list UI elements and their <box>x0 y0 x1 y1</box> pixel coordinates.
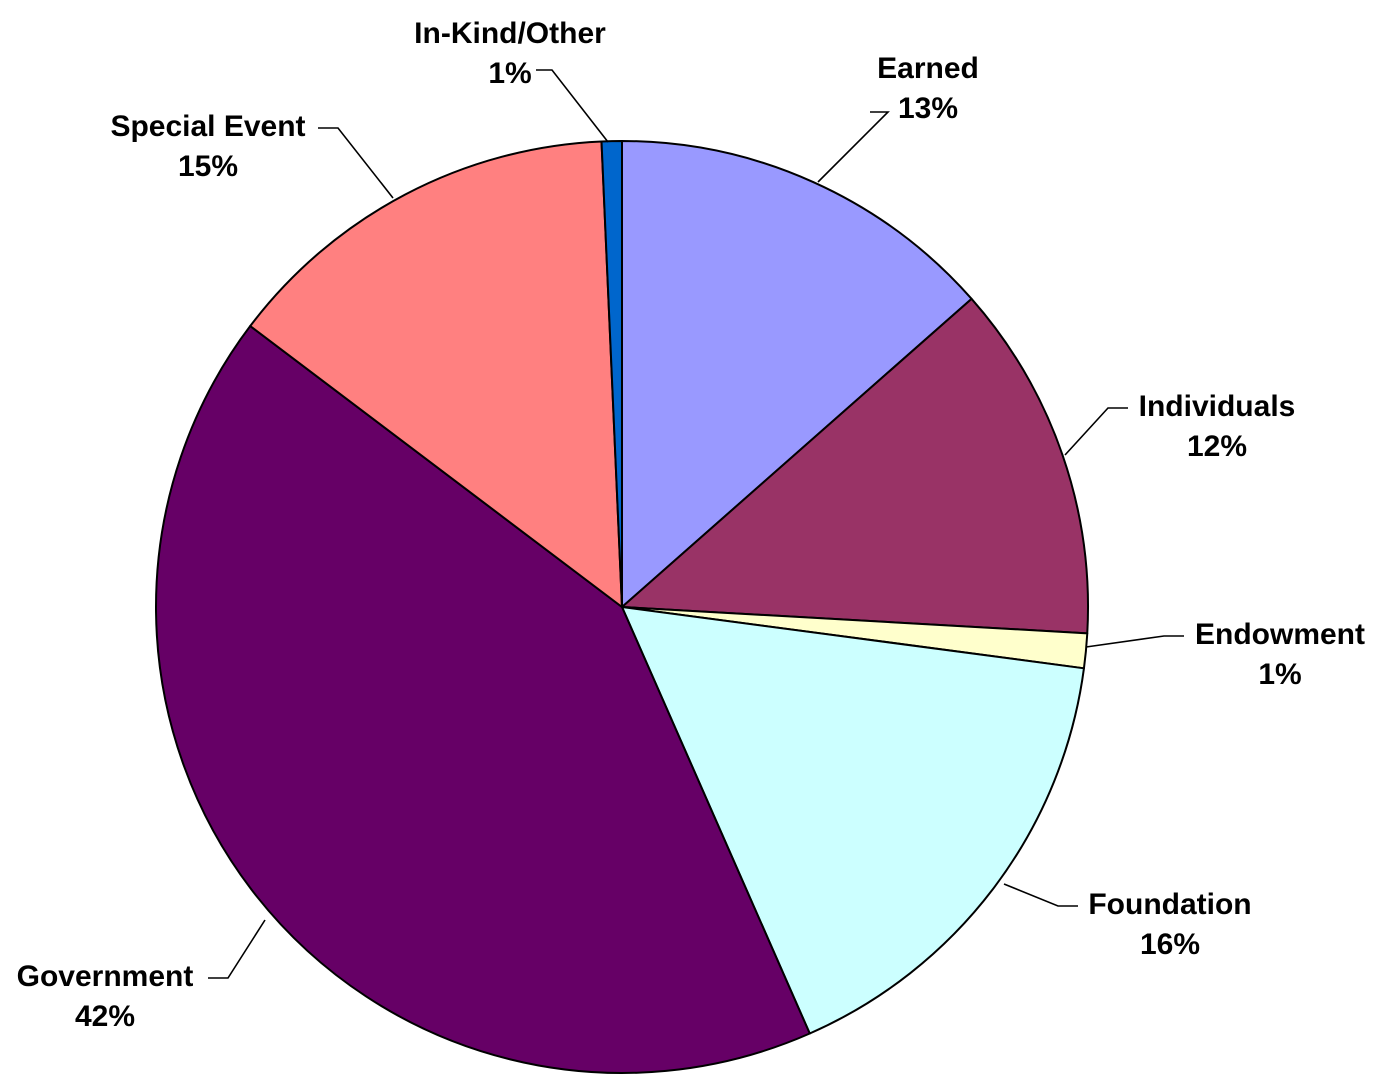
leader-line-special-event <box>318 127 394 199</box>
pie-slices <box>155 139 1089 1074</box>
leader-line-in-kind-other <box>536 69 609 143</box>
slice-name-label-earned: Earned <box>877 52 979 85</box>
pie-slice-individuals <box>621 297 1089 635</box>
leader-line-government <box>208 919 266 979</box>
slice-percent-label-government: 42% <box>75 1000 135 1033</box>
leader-line-earned <box>817 111 890 183</box>
slice-labels: Earned 13% Individuals 12% Endowment 1% Founda… <box>17 17 1365 1033</box>
pie-slice-earned <box>621 140 973 608</box>
pie-slice-special-event <box>249 140 623 608</box>
slice-name-label-individuals: Individuals <box>1139 390 1296 423</box>
leader-line-individuals <box>1064 407 1128 456</box>
slice-name-label-special-event: Special Event <box>110 110 305 143</box>
slice-percent-label-earned: 13% <box>898 92 958 125</box>
pie-slice-foundation <box>621 606 1085 1035</box>
slice-name-label-foundation: Foundation <box>1088 888 1251 921</box>
leader-line-foundation <box>1003 883 1078 907</box>
slice-percent-label-endowment: 1% <box>1258 658 1301 691</box>
slice-name-label-government: Government <box>17 960 194 993</box>
slice-name-label-in-kind-other: In-Kind/Other <box>414 17 606 50</box>
leader-line-endowment <box>1085 635 1184 648</box>
slice-percent-label-special-event: 15% <box>178 150 238 183</box>
pie-slice-in-kind-other <box>600 139 623 608</box>
leader-lines <box>208 69 1184 979</box>
slice-percent-label-foundation: 16% <box>1140 928 1200 961</box>
slice-name-label-endowment: Endowment <box>1195 618 1365 651</box>
slice-percent-label-in-kind-other: 1% <box>488 57 531 90</box>
slice-percent-label-individuals: 12% <box>1187 430 1247 463</box>
pie-slice-government <box>155 325 811 1074</box>
